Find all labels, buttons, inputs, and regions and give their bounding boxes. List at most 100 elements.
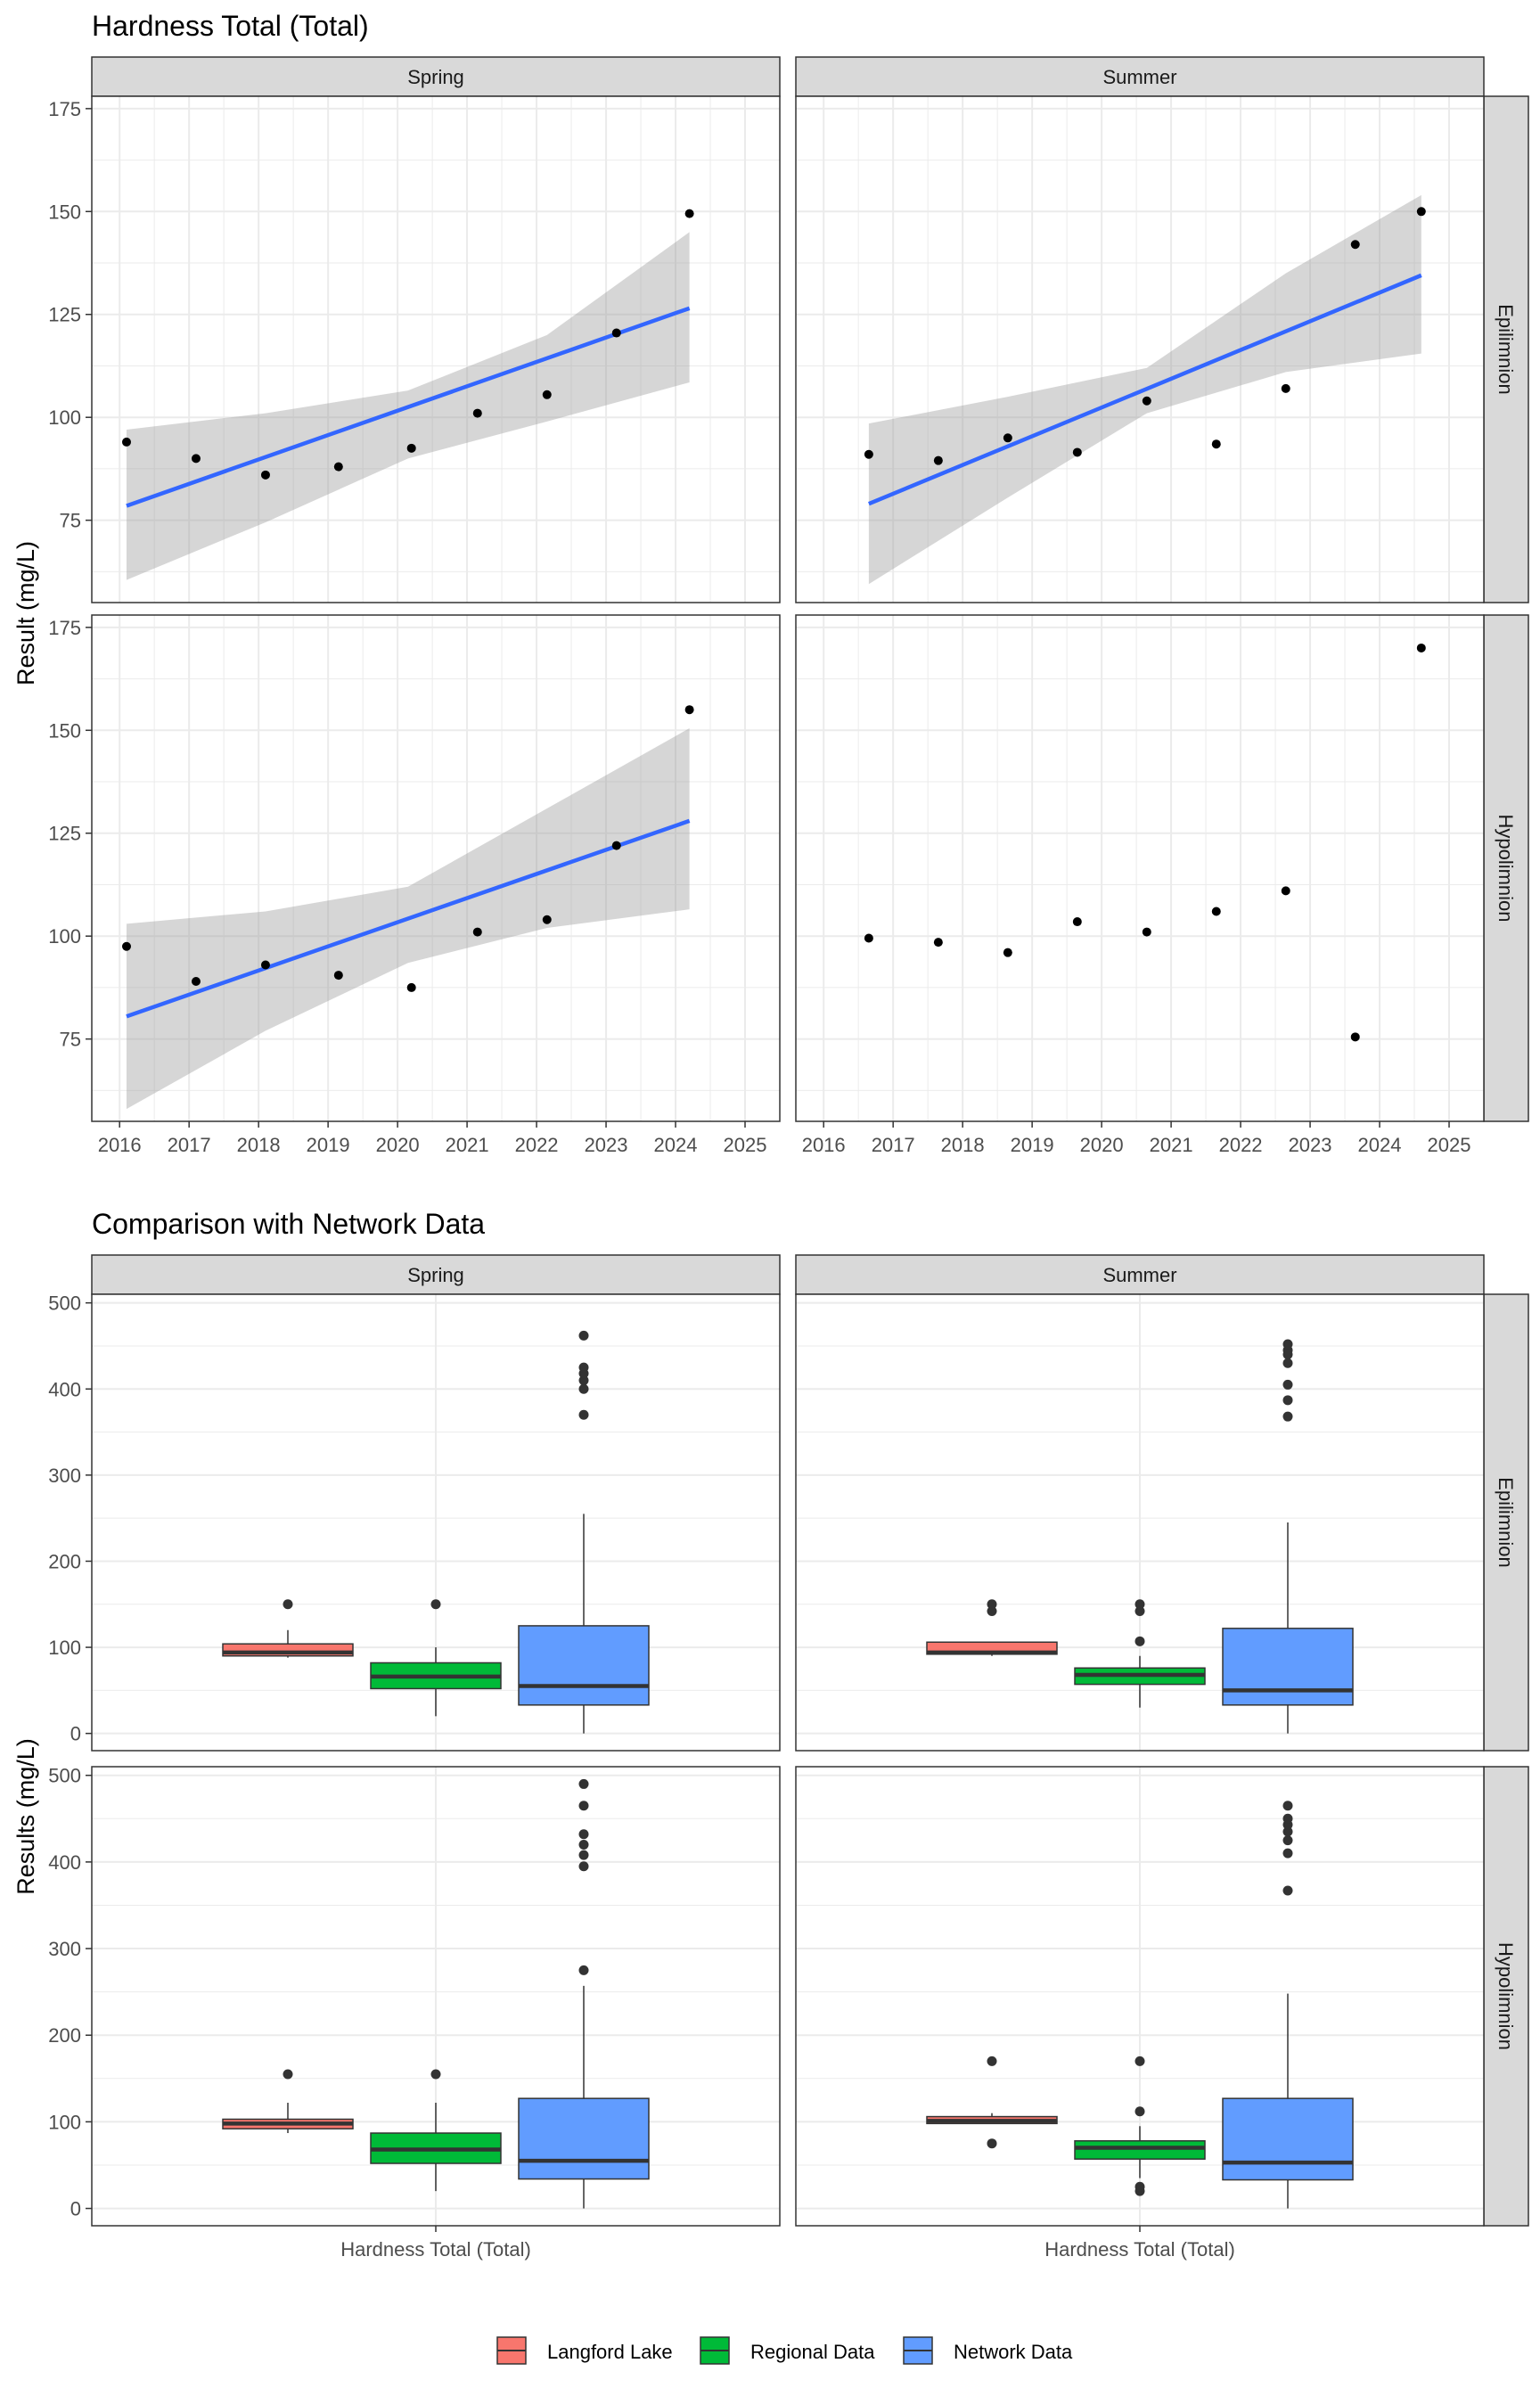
chart1-y-axis-label: Result (mg/L) <box>12 541 39 685</box>
c1-ytick-label: 175 <box>48 98 81 120</box>
c2-outlier-point <box>987 2138 997 2149</box>
c2-outlier-point <box>1135 1606 1145 1617</box>
chart2-box-panels: Spring Summer Epilimnion Hypolimnion 0 100 200… <box>48 1254 1529 2261</box>
c2-panel-summer-hypolimnion <box>795 1766 1485 2227</box>
c2-outlier-point <box>1282 1885 1293 1896</box>
c1-xtick-label: 2025 <box>1428 1134 1471 1156</box>
c2-outlier-point <box>1135 1636 1145 1646</box>
c1-ytick-label: 75 <box>60 510 81 532</box>
c2-box-network <box>1222 1801 1354 2209</box>
c1-ytick-label: 150 <box>48 719 81 742</box>
c2-xtick-label: Hardness Total (Total) <box>340 2238 531 2261</box>
c1-strip-label-summer: Summer <box>1102 66 1176 88</box>
legend-label-network: Network Data <box>954 2341 1073 2363</box>
c1-data-point <box>684 705 694 715</box>
c2-outlier-point <box>578 1850 589 1860</box>
c1-xtick-label: 2021 <box>1150 1134 1193 1156</box>
c1-data-point <box>121 941 131 951</box>
chart1-trend-panels: Spring Summer Epilimnion Hypolimnion 75 100 12… <box>48 56 1529 1156</box>
c2-outlier-point <box>1282 1395 1293 1406</box>
c2-row-strip-hypolimnion <box>1483 1766 1529 2227</box>
c2-outlier-point <box>578 1778 589 1789</box>
c2-box-regional <box>370 2069 502 2192</box>
c2-outlier-point <box>1282 1411 1293 1422</box>
c1-ytick-label: 175 <box>48 617 81 639</box>
c2-ytick-label: 300 <box>48 1938 81 1960</box>
c1-data-point <box>684 209 694 218</box>
c2-panel-border <box>795 1293 1485 1752</box>
c2-outlier-point <box>1135 1599 1145 1610</box>
c2-xtick-label: Hardness Total (Total) <box>1044 2238 1235 2261</box>
c1-strip-spring <box>91 56 781 97</box>
c2-outlier-point <box>1282 1826 1293 1837</box>
c1-data-point <box>260 960 270 970</box>
c1-data-point <box>542 915 552 924</box>
c1-xtick-label: 2023 <box>585 1134 628 1156</box>
c1-data-point <box>1072 917 1082 927</box>
chart2-y-axis-label: Results (mg/L) <box>12 1738 39 1895</box>
c2-ytick-label: 400 <box>48 1851 81 1874</box>
c1-data-point <box>1003 948 1012 957</box>
c1-data-point <box>611 841 621 850</box>
c1-trend-line <box>126 306 691 508</box>
c2-panel-summer-epilimnion <box>795 1293 1485 1752</box>
c1-strip-summer <box>795 56 1485 97</box>
c2-outlier-point <box>430 2069 441 2080</box>
c2-box-langford <box>926 2055 1058 2149</box>
c1-xtick-label: 2019 <box>1011 1134 1054 1156</box>
c1-strip-label-spring: Spring <box>407 66 464 88</box>
c1-data-point <box>1281 383 1290 393</box>
c2-box-network <box>518 1778 650 2209</box>
c2-outlier-point <box>430 1599 441 1610</box>
legend-label-langford: Langford Lake <box>547 2341 673 2363</box>
c2-box-langford <box>222 2069 354 2134</box>
c1-xtick-label: 2025 <box>724 1134 767 1156</box>
c1-panel-spring-hypolimnion <box>91 614 781 1122</box>
c2-box-body <box>1222 1628 1354 1706</box>
c1-data-point <box>333 971 343 981</box>
c1-data-point <box>1350 240 1360 250</box>
c1-ytick-label: 150 <box>48 201 81 223</box>
c2-row-strip-epilimnion <box>1483 1293 1529 1752</box>
c2-ytick-label: 0 <box>70 2198 81 2220</box>
c2-panel-spring-hypolimnion <box>91 1766 781 2227</box>
c1-panel-border <box>91 614 781 1122</box>
c2-ytick-label: 200 <box>48 2024 81 2047</box>
c2-box-regional <box>1074 2055 1206 2196</box>
c1-data-point <box>1142 927 1151 937</box>
c1-data-point <box>191 454 201 464</box>
c1-data-point <box>406 443 416 453</box>
c1-trend-line <box>868 273 1422 506</box>
c1-data-point <box>1281 886 1290 896</box>
c1-data-point <box>333 462 343 472</box>
c2-box-body <box>1222 2097 1354 2181</box>
c2-outlier-point <box>987 1599 997 1610</box>
c2-box-network <box>1222 1339 1354 1734</box>
c1-xtick-label: 2022 <box>1219 1134 1263 1156</box>
c1-data-point <box>611 328 621 338</box>
c1-data-point <box>1350 1032 1360 1042</box>
c1-data-point <box>542 390 552 399</box>
c2-ytick-label: 0 <box>70 1723 81 1745</box>
c1-panel-border <box>795 614 1485 1122</box>
c2-outlier-point <box>578 1330 589 1341</box>
c1-data-point <box>933 455 943 465</box>
c2-row-strip-label-hypolimnion: Hypolimnion <box>1495 1942 1517 2050</box>
c2-box-body <box>1074 2140 1206 2160</box>
c1-panel-spring-epilimnion <box>91 95 781 603</box>
c1-ytick-label: 100 <box>48 406 81 429</box>
c1-xtick-label: 2016 <box>98 1134 142 1156</box>
c2-row-strip-label-epilimnion: Epilimnion <box>1495 1477 1517 1568</box>
c1-xtick-label: 2020 <box>376 1134 420 1156</box>
c1-data-point <box>864 449 873 459</box>
c2-outlier-point <box>1282 1358 1293 1368</box>
c2-outlier-point <box>578 1362 589 1373</box>
c1-data-point <box>1142 396 1151 406</box>
c1-xtick-label: 2024 <box>654 1134 698 1156</box>
c2-outlier-point <box>1135 2181 1145 2192</box>
c2-outlier-point <box>1135 2106 1145 2117</box>
c1-xtick-label: 2022 <box>515 1134 559 1156</box>
c2-box-langford <box>926 1599 1058 1656</box>
c1-data-point <box>406 982 416 992</box>
